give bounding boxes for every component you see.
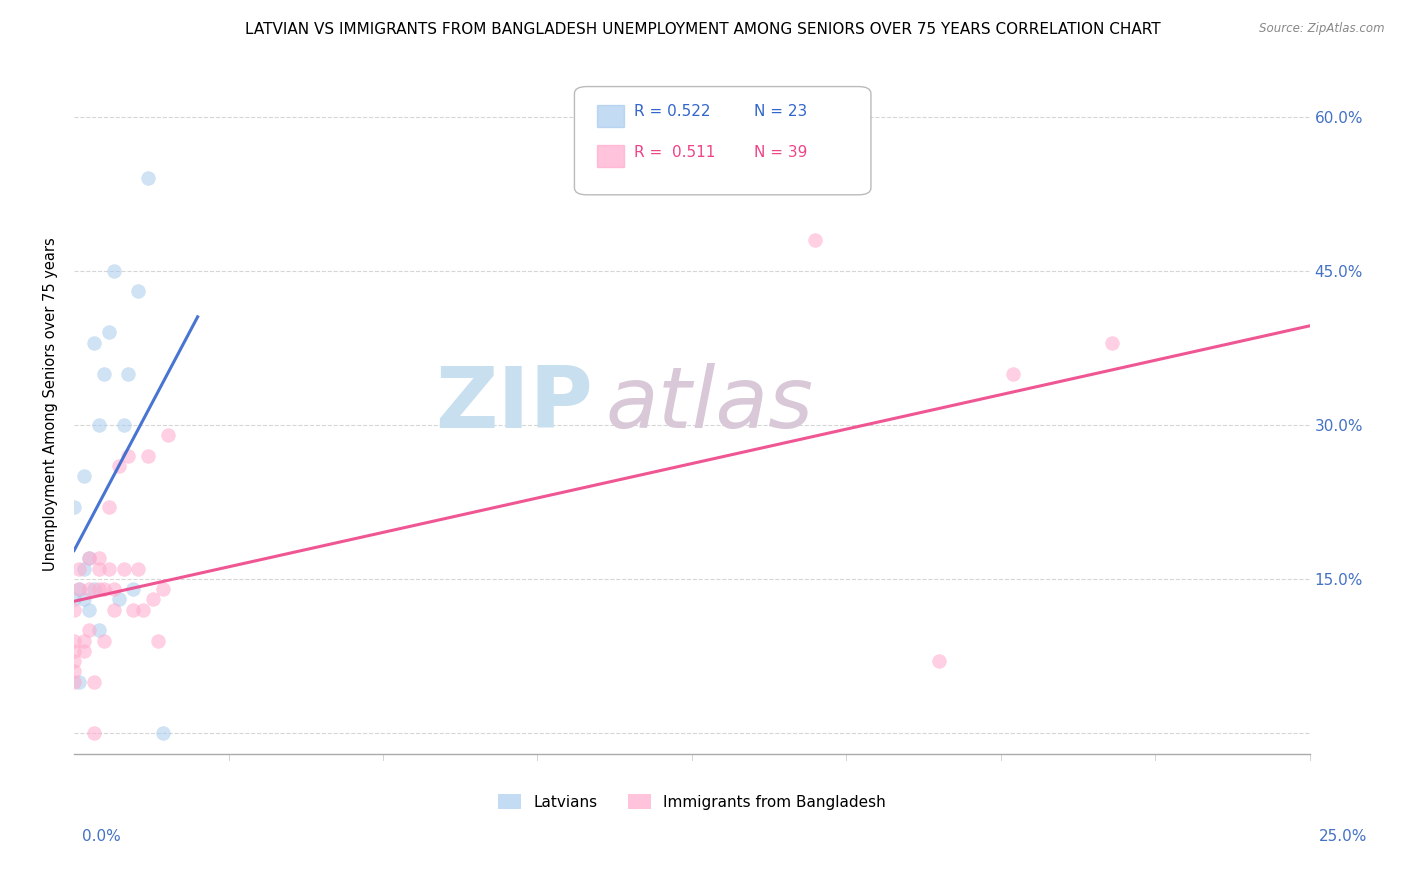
Point bbox=[117, 449, 139, 463]
Point bbox=[67, 674, 90, 689]
Legend: Latvians, Immigrants from Bangladesh: Latvians, Immigrants from Bangladesh bbox=[492, 788, 891, 815]
Point bbox=[146, 633, 169, 648]
Point bbox=[63, 674, 86, 689]
Point bbox=[93, 633, 115, 648]
Text: atlas: atlas bbox=[606, 363, 813, 446]
Point bbox=[77, 603, 100, 617]
Text: 0.0%: 0.0% bbox=[82, 830, 121, 844]
Point bbox=[83, 726, 105, 740]
Point bbox=[142, 592, 165, 607]
Point bbox=[122, 603, 145, 617]
Point bbox=[127, 285, 149, 299]
Point bbox=[83, 335, 105, 350]
Point bbox=[93, 582, 115, 597]
Point bbox=[67, 582, 90, 597]
Point bbox=[87, 551, 110, 566]
Text: LATVIAN VS IMMIGRANTS FROM BANGLADESH UNEMPLOYMENT AMONG SENIORS OVER 75 YEARS C: LATVIAN VS IMMIGRANTS FROM BANGLADESH UN… bbox=[245, 22, 1161, 37]
Point bbox=[97, 562, 120, 576]
Point bbox=[97, 326, 120, 340]
Point bbox=[122, 582, 145, 597]
Point bbox=[136, 449, 159, 463]
Bar bbox=[596, 104, 624, 127]
Point bbox=[127, 562, 149, 576]
Point bbox=[73, 644, 96, 658]
Point bbox=[77, 551, 100, 566]
Point bbox=[103, 603, 125, 617]
Point bbox=[67, 562, 90, 576]
Point bbox=[112, 417, 135, 432]
Point bbox=[73, 592, 96, 607]
Point bbox=[156, 428, 179, 442]
Point bbox=[152, 582, 174, 597]
Text: N = 39: N = 39 bbox=[754, 145, 807, 160]
Text: Source: ZipAtlas.com: Source: ZipAtlas.com bbox=[1260, 22, 1385, 36]
Point bbox=[117, 367, 139, 381]
Point bbox=[87, 624, 110, 638]
Point bbox=[63, 654, 86, 668]
Point bbox=[928, 654, 950, 668]
Point bbox=[83, 674, 105, 689]
Point bbox=[1001, 367, 1024, 381]
Point bbox=[97, 500, 120, 514]
Point bbox=[132, 603, 155, 617]
Point bbox=[63, 633, 86, 648]
Point bbox=[83, 582, 105, 597]
Point bbox=[103, 582, 125, 597]
Point bbox=[112, 562, 135, 576]
Point bbox=[77, 551, 100, 566]
Point bbox=[103, 264, 125, 278]
Point bbox=[1101, 335, 1123, 350]
Point bbox=[87, 417, 110, 432]
Bar bbox=[596, 145, 624, 167]
Point bbox=[87, 582, 110, 597]
Point bbox=[93, 367, 115, 381]
FancyBboxPatch shape bbox=[575, 87, 870, 194]
Point bbox=[63, 603, 86, 617]
Text: R = 0.522: R = 0.522 bbox=[634, 104, 710, 119]
Point bbox=[63, 644, 86, 658]
Text: 25.0%: 25.0% bbox=[1319, 830, 1367, 844]
Text: N = 23: N = 23 bbox=[754, 104, 807, 119]
Point bbox=[107, 458, 129, 473]
Point bbox=[63, 500, 86, 514]
Point bbox=[136, 171, 159, 186]
Point bbox=[63, 665, 86, 679]
Point bbox=[63, 592, 86, 607]
Point bbox=[87, 562, 110, 576]
Text: R =  0.511: R = 0.511 bbox=[634, 145, 716, 160]
Point bbox=[77, 582, 100, 597]
Y-axis label: Unemployment Among Seniors over 75 years: Unemployment Among Seniors over 75 years bbox=[44, 237, 58, 571]
Point bbox=[77, 624, 100, 638]
Point bbox=[107, 592, 129, 607]
Point bbox=[67, 582, 90, 597]
Point bbox=[73, 633, 96, 648]
Text: ZIP: ZIP bbox=[436, 363, 593, 446]
Point bbox=[73, 562, 96, 576]
Point bbox=[804, 233, 827, 247]
Point bbox=[152, 726, 174, 740]
Point bbox=[73, 469, 96, 483]
